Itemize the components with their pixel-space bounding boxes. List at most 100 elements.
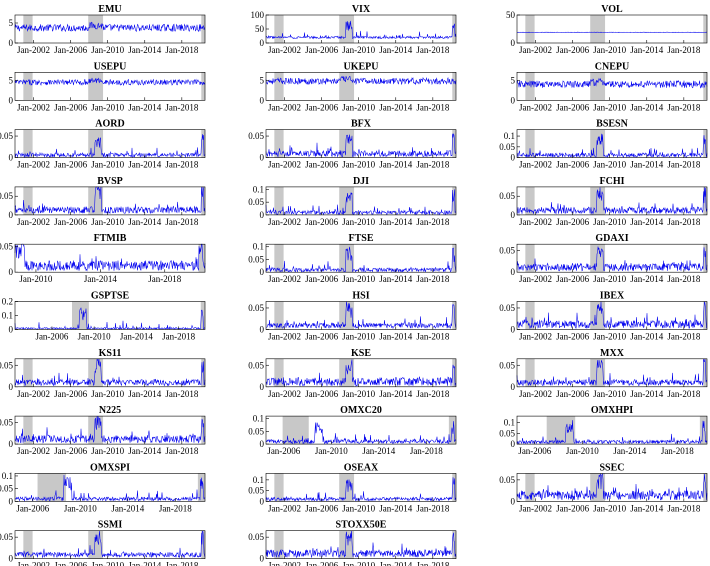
x-tick-label: Jan-2018	[667, 274, 700, 284]
chart-panel-dji: DJI 0 0.05 0.1 Jan-2002 Jan-2006 Jan-2010 Jan-2…	[248, 176, 457, 227]
x-tick-label: Jan-2010	[342, 503, 375, 513]
shaded-period	[339, 473, 355, 502]
x-tick-label: Jan-2018	[667, 160, 700, 170]
chart-panel-n225: N225 0 0.05 Jan-2002 Jan-2006 Jan-2010 Jan-201…	[0, 405, 206, 456]
y-tick-label: 0.05	[0, 360, 14, 370]
x-tick-label: Jan-2014	[630, 45, 663, 55]
x-tick-label: Jan-2002	[17, 446, 50, 456]
x-tick-label: Jan-2010	[566, 446, 599, 456]
series-line	[516, 473, 708, 501]
shaded-period	[88, 530, 104, 559]
panel-title: EMU	[98, 4, 121, 15]
x-tick-label: Jan-2002	[17, 160, 50, 170]
series-line	[14, 77, 206, 87]
x-tick-label: Jan-2010	[315, 446, 348, 456]
series-line	[516, 246, 708, 272]
series-line	[516, 358, 708, 387]
x-tick-label: Jan-2010	[91, 217, 124, 227]
shaded-period	[703, 186, 707, 215]
chart-panel-ftmib: FTMIB 0 0.05 Jan-2010 Jan-2014 Jan-2018	[0, 233, 206, 284]
plot-frame	[265, 415, 457, 445]
y-tick-label: 0	[260, 95, 265, 105]
x-tick-label: Jan-2010	[342, 160, 375, 170]
y-tick-label: 0.05	[0, 131, 14, 141]
shaded-period	[274, 186, 284, 215]
shaded-period	[452, 186, 456, 215]
x-tick-label: Jan-2014	[128, 217, 161, 227]
shaded-period	[274, 129, 284, 158]
x-tick-label: Jan-2018	[165, 561, 198, 566]
series-line	[265, 477, 457, 502]
x-tick-label: Jan-2006	[556, 332, 589, 342]
y-tick-label: 0.05	[499, 428, 515, 438]
x-tick-label: Jan-2014	[630, 503, 663, 513]
x-tick-label: Jan-2014	[379, 217, 412, 227]
panel-title: STOXX50E	[336, 520, 387, 531]
x-tick-label: Jan-2014	[128, 45, 161, 55]
shaded-period	[274, 72, 284, 101]
series-line	[516, 420, 708, 445]
x-tick-label: Jan-2010	[342, 332, 375, 342]
plot-frame	[516, 129, 708, 158]
y-tick-label: 5	[511, 75, 516, 85]
x-tick-label: Jan-2014	[128, 102, 161, 112]
y-tick-label: 0	[511, 38, 516, 48]
x-tick-label: Jan-2010	[342, 102, 375, 112]
chart-panel-stoxx50e: STOXX50E 0 0.05 Jan-2002 Jan-2006 Jan-2010 Jan…	[248, 520, 457, 566]
x-tick-label: Jan-2014	[362, 446, 395, 456]
y-tick-label: 0.05	[248, 254, 264, 264]
x-tick-label: Jan-2010	[91, 45, 124, 55]
y-tick-label: 0.05	[0, 532, 14, 542]
chart-panel-mxx: MXX 0 0.05 Jan-2002 Jan-2006 Jan-2010 Jan-2014…	[499, 348, 708, 399]
series-line	[516, 187, 708, 215]
panel-title: N225	[99, 405, 121, 416]
chart-panel-usepu: USEPU 0 5 Jan-2002 Jan-2006 Jan-2010 Jan-2014 J…	[9, 61, 206, 112]
shaded-period	[525, 72, 535, 101]
plot-frame	[516, 473, 708, 502]
y-tick-label: 0	[511, 95, 516, 105]
x-tick-label: Jan-2002	[17, 102, 50, 112]
shaded-period	[198, 244, 205, 273]
x-tick-label: Jan-2014	[379, 561, 412, 566]
shaded-period	[452, 301, 456, 330]
series-line	[14, 134, 206, 159]
x-tick-label: Jan-2018	[148, 274, 181, 284]
x-tick-label: Jan-2006	[556, 217, 589, 227]
x-tick-label: Jan-2006	[518, 446, 551, 456]
plot-frame	[265, 129, 457, 158]
panel-title: AORD	[95, 119, 124, 130]
series-line	[14, 186, 206, 215]
x-tick-label: Jan-2002	[268, 274, 301, 284]
x-tick-label: Jan-2014	[379, 332, 412, 342]
panel-title: SSEC	[599, 462, 624, 473]
x-tick-label: Jan-2006	[305, 503, 338, 513]
shaded-period	[525, 129, 535, 158]
shaded-period	[274, 358, 284, 387]
x-tick-label: Jan-2002	[268, 45, 301, 55]
panel-title: DJI	[353, 176, 369, 187]
x-tick-label: Jan-2006	[54, 45, 87, 55]
chart-panel-omxhpi: OMXHPI 00.050.1 Jan-2006 Jan-2010 Jan-2014 Ja…	[499, 405, 708, 456]
y-tick-label: 0.05	[499, 303, 515, 313]
x-tick-label: Jan-2014	[128, 561, 161, 566]
x-tick-label: Jan-2002	[519, 160, 552, 170]
plot-frame	[14, 243, 206, 273]
shaded-period	[72, 301, 89, 330]
chart-panel-vix: VIX 0 50 100 Jan-2002 Jan-2006 Jan-2010 Jan-201…	[251, 4, 457, 55]
panel-title: OSEAX	[344, 462, 379, 473]
shaded-period	[525, 244, 535, 273]
y-tick-label: 0.05	[248, 197, 264, 207]
chart-panel-aord: AORD 0 0.05 Jan-2002 Jan-2006 Jan-2010 Jan-201…	[0, 119, 206, 170]
plot-frame	[265, 530, 457, 560]
x-tick-label: Jan-2018	[416, 332, 449, 342]
shaded-period	[23, 416, 33, 445]
chart-panel-ftse: FTSE 0 0.05 0.1 Jan-2002 Jan-2006 Jan-2010 Jan-…	[248, 233, 457, 284]
x-tick-label: Jan-2018	[165, 446, 198, 456]
y-tick-label: 0.1	[253, 475, 264, 485]
x-tick-label: Jan-2014	[84, 274, 117, 284]
x-tick-label: Jan-2006	[556, 274, 589, 284]
chart-panel-vol: VOL 0 50 Jan-2002 Jan-2006 Jan-2010 Jan-2014 Ja…	[506, 4, 708, 55]
shaded-period	[23, 186, 33, 215]
series-line	[265, 530, 457, 559]
y-tick-label: 0.1	[253, 414, 264, 424]
